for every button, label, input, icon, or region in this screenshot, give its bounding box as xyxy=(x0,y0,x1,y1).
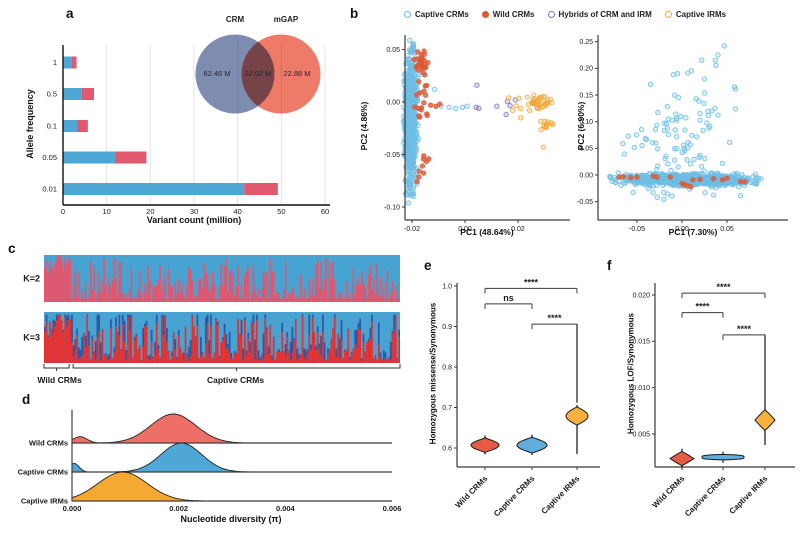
svg-text:0.02: 0.02 xyxy=(511,226,525,233)
svg-text:Captive CRMs: Captive CRMs xyxy=(492,474,537,519)
svg-text:0.1: 0.1 xyxy=(47,122,57,131)
svg-text:0.000: 0.000 xyxy=(63,504,82,513)
axis-title-a-x: Variant count (million) xyxy=(146,215,242,225)
legend-item-2: Hybrids of CRM and IRM xyxy=(547,10,652,19)
svg-text:0: 0 xyxy=(61,207,65,216)
panel-label-e: e xyxy=(424,258,432,273)
svg-text:0.01: 0.01 xyxy=(42,185,57,194)
pca-legend: Captive CRMs Wild CRMs Hybrids of CRM and … xyxy=(404,10,726,19)
svg-text:-0.05: -0.05 xyxy=(384,152,400,159)
svg-text:Wild CRMs: Wild CRMs xyxy=(651,474,687,510)
svg-text:0.8: 0.8 xyxy=(442,364,452,371)
svg-text:-0.05: -0.05 xyxy=(577,199,593,206)
svg-text:20: 20 xyxy=(146,207,154,216)
svg-text:0.05: 0.05 xyxy=(42,153,57,162)
legend-label: Wild CRMs xyxy=(492,10,535,19)
svg-text:40: 40 xyxy=(233,207,241,216)
svg-text:Captive CRMs: Captive CRMs xyxy=(18,468,68,477)
svg-text:1: 1 xyxy=(53,58,57,67)
axis-title-b2-x: PC1 (7.30%) xyxy=(668,227,718,237)
axis-title-e-y: Homozygous missense/Synonymous xyxy=(428,302,438,445)
panel-label-b: b xyxy=(350,6,359,21)
svg-text:****: **** xyxy=(524,277,539,287)
svg-text:-0.02: -0.02 xyxy=(404,226,420,233)
legend-marker-icon xyxy=(664,11,672,18)
svg-text:Captive IRMs: Captive IRMs xyxy=(728,474,770,516)
legend-marker-icon xyxy=(481,11,489,18)
svg-text:****: **** xyxy=(716,282,731,292)
svg-text:0.25: 0.25 xyxy=(579,39,593,46)
legend-label: Captive IRMs xyxy=(675,10,727,19)
axis-title-f-y: Homozygous LOF/Synonymous xyxy=(626,313,636,434)
venn-right-value: 22.88 M xyxy=(283,69,311,78)
axis-title-b2-y: PC2 (6.90%) xyxy=(576,101,586,151)
svg-text:****: **** xyxy=(695,302,710,312)
legend-marker-icon xyxy=(404,11,411,18)
axis-title-d-x: Nucleotide diversity (π) xyxy=(180,514,282,524)
svg-text:0.20: 0.20 xyxy=(579,66,593,73)
svg-text:50: 50 xyxy=(277,207,285,216)
svg-text:0.5: 0.5 xyxy=(47,90,57,99)
svg-text:Captive CRMs: Captive CRMs xyxy=(683,474,728,519)
svg-text:Captive CRMs: Captive CRMs xyxy=(207,375,264,385)
svg-text:K=2: K=2 xyxy=(23,274,40,284)
svg-text:0.006: 0.006 xyxy=(383,504,402,513)
svg-text:60: 60 xyxy=(321,207,329,216)
panel-label-c: c xyxy=(8,241,16,256)
svg-text:****: **** xyxy=(547,313,562,323)
svg-text:Captive IRMs: Captive IRMs xyxy=(21,497,68,506)
legend-item-0: Captive CRMs xyxy=(404,10,469,19)
svg-text:30: 30 xyxy=(190,207,198,216)
svg-text:0.6: 0.6 xyxy=(442,445,452,452)
svg-text:-0.10: -0.10 xyxy=(384,204,400,211)
svg-text:0.9: 0.9 xyxy=(442,324,452,331)
svg-text:0.00: 0.00 xyxy=(386,99,400,106)
venn-left-value: 62.46 M xyxy=(203,69,231,78)
svg-text:Captive IRMs: Captive IRMs xyxy=(540,474,582,516)
svg-text:1.0: 1.0 xyxy=(442,283,452,290)
legend-marker-icon xyxy=(547,11,555,18)
legend-item-1: Wild CRMs xyxy=(481,10,535,19)
svg-text:ns: ns xyxy=(503,293,514,303)
legend-item-3: Captive IRMs xyxy=(664,10,727,19)
svg-text:0.05: 0.05 xyxy=(386,47,400,54)
panel-label-a: a xyxy=(66,6,74,21)
svg-text:0.7: 0.7 xyxy=(442,405,452,412)
legend-label: Hybrids of CRM and IRM xyxy=(558,10,652,19)
panel-label-f: f xyxy=(607,258,612,273)
svg-text:****: **** xyxy=(737,324,752,334)
panel-label-d: d xyxy=(22,392,31,407)
legend-label: Captive CRMs xyxy=(415,10,469,19)
svg-text:K=3: K=3 xyxy=(23,333,40,343)
axis-title-b1-y: PC2 (4.86%) xyxy=(359,101,369,151)
svg-text:0.004: 0.004 xyxy=(276,504,296,513)
svg-text:10: 10 xyxy=(102,207,110,216)
svg-text:Wild CRMs: Wild CRMs xyxy=(29,439,68,448)
svg-text:0.00: 0.00 xyxy=(458,226,472,233)
svg-text:Wild CRMs: Wild CRMs xyxy=(37,375,82,385)
venn-right-label: mGAP xyxy=(273,15,299,24)
svg-text:0.002: 0.002 xyxy=(169,504,188,513)
axis-title-b1-x: PC1 (48.64%) xyxy=(460,227,514,237)
venn-overlap-value: 22.02 M xyxy=(244,69,272,78)
venn-left-label: CRM xyxy=(225,15,245,24)
svg-text:0.00: 0.00 xyxy=(579,172,593,179)
svg-text:Wild CRMs: Wild CRMs xyxy=(454,474,490,510)
axis-title-a-y: Allele frequency xyxy=(25,89,35,159)
